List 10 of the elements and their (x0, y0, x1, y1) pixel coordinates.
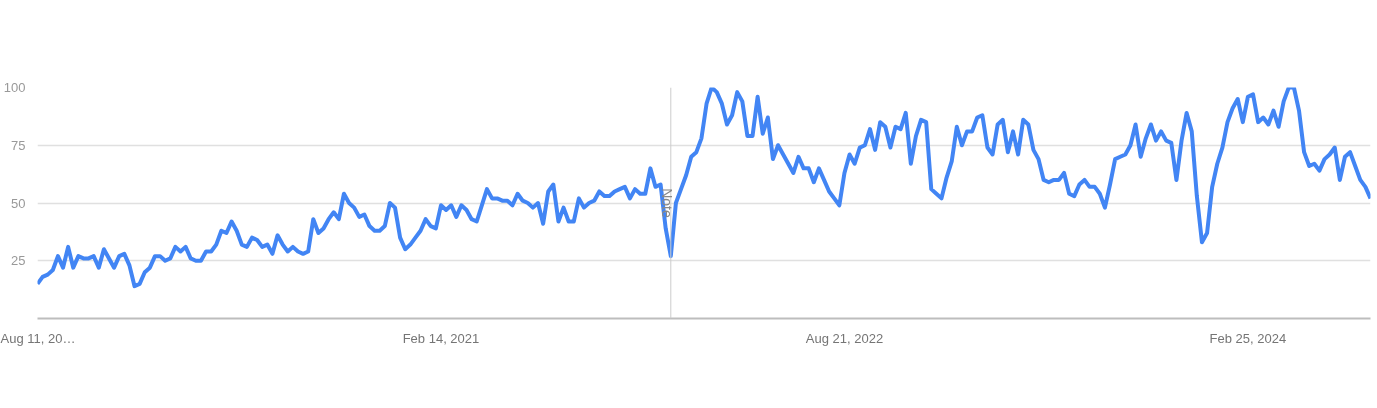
y-tick-label: 50 (11, 195, 26, 211)
x-tick-label: Feb 25, 2024 (1209, 330, 1287, 346)
y-tick-label: 100 (3, 80, 26, 95)
x-tick-label: Feb 14, 2021 (402, 330, 480, 346)
x-tick-label: Aug 11, 20… (0, 330, 76, 346)
y-tick-label: 75 (11, 137, 26, 153)
line-series (37, 87, 1371, 289)
ref-line-label: Note (658, 188, 675, 218)
y-tick-label: 25 (11, 253, 26, 269)
x-tick-label: Aug 21, 2022 (805, 330, 884, 346)
